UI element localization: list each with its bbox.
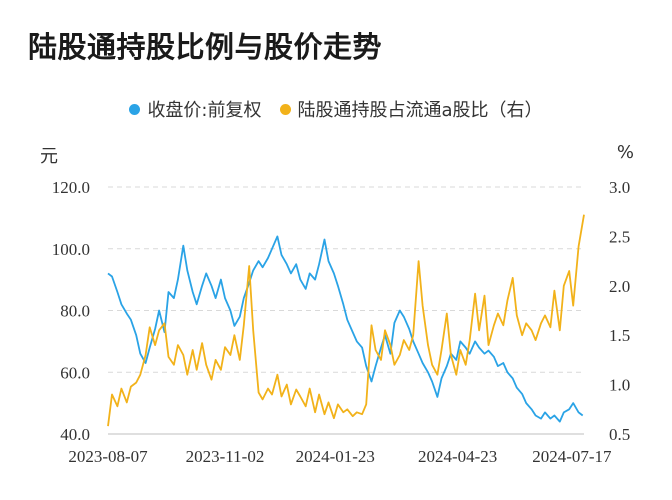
series-line-price: [107, 235, 584, 423]
x-tick-label: 2024-01-23: [296, 447, 375, 466]
right-axis-unit: %: [616, 142, 634, 163]
y-right-tick-label: 2.5: [609, 227, 630, 246]
y-left-tick-label: 100.0: [52, 240, 90, 259]
y-right-tick-label: 1.0: [609, 376, 630, 395]
legend-holding-marker-icon: [279, 103, 291, 115]
legend-holding-label: 陆股通持股占流通a股比（右）: [297, 100, 543, 121]
y-right-tick-label: 0.5: [609, 425, 630, 444]
x-tick-label: 2023-08-07: [68, 447, 148, 466]
legend-price-label: 收盘价:前复权: [147, 100, 262, 121]
x-tick-label: 2024-07-17: [532, 447, 612, 466]
y-right-tick-label: 2.0: [609, 277, 630, 296]
series-line-holding: [107, 214, 585, 427]
x-tick-label: 2024-04-23: [418, 447, 497, 466]
y-left-tick-label: 120.0: [52, 178, 90, 197]
chart-title: 陆股通持股比例与股价走势: [28, 30, 383, 64]
left-axis-unit: 元: [40, 146, 58, 167]
legend-item-holding[interactable]: 陆股通持股占流通a股比（右）: [279, 96, 543, 122]
y-right-tick-label: 1.5: [609, 326, 630, 345]
y-right-tick-label: 3.0: [609, 178, 630, 197]
legend-item-price[interactable]: 收盘价:前复权: [129, 96, 262, 122]
y-left-tick-label: 80.0: [60, 302, 90, 321]
x-tick-label: 2023-11-02: [186, 447, 265, 466]
legend-price-marker-icon: [129, 103, 141, 115]
legend: 收盘价:前复权 陆股通持股占流通a股比（右）: [0, 96, 672, 122]
y-left-tick-label: 40.0: [60, 425, 90, 444]
y-left-tick-label: 60.0: [60, 363, 90, 382]
